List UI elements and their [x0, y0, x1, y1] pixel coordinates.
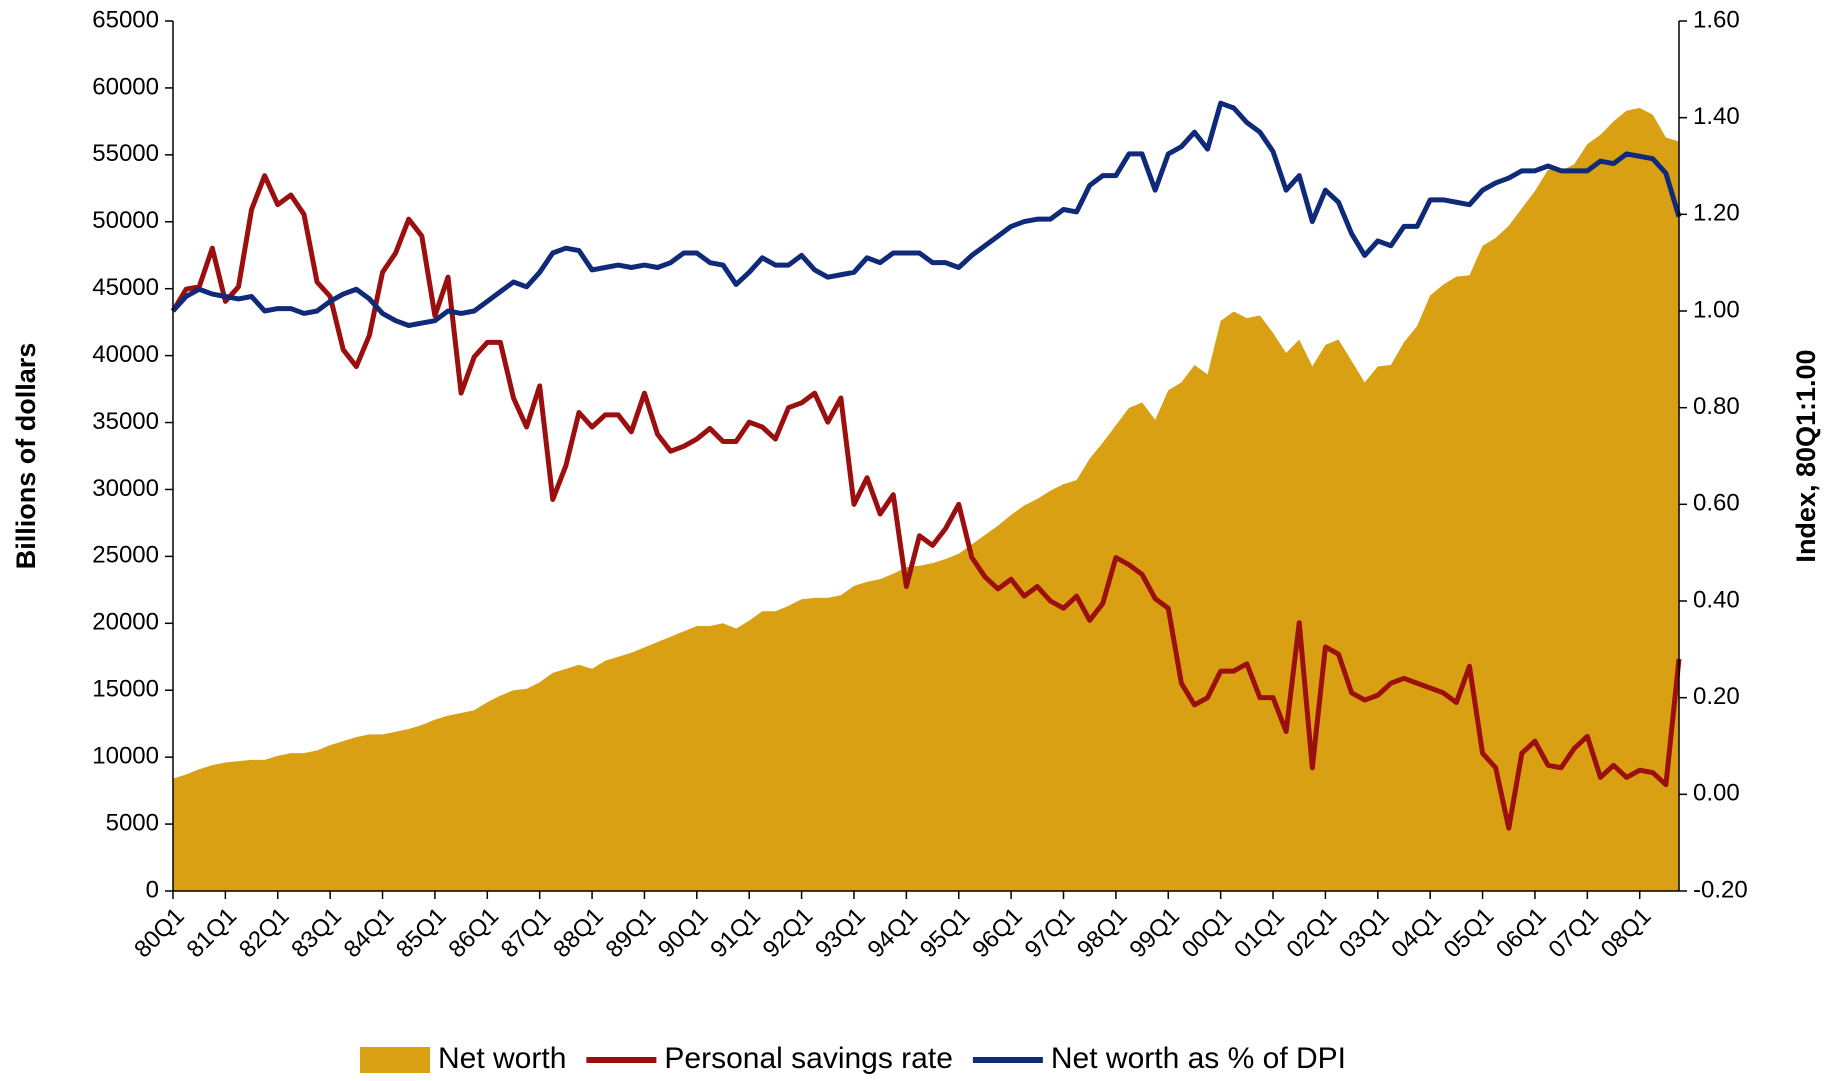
y2-axis-title: Index, 80Q1:1.00 [1791, 349, 1821, 562]
x-tick-label: 89Q1 [601, 903, 662, 964]
y-tick-label: 45000 [92, 274, 159, 301]
y-tick-label: 35000 [92, 408, 159, 435]
x-tick-label: 00Q1 [1177, 903, 1238, 964]
x-tick-label: 83Q1 [286, 903, 347, 964]
plot-area [170, 100, 1682, 891]
y2-tick-label: 0.60 [1693, 490, 1740, 517]
x-tick-label: 02Q1 [1282, 903, 1343, 964]
line [171, 100, 1682, 328]
y-tick-label: 25000 [92, 542, 159, 569]
area [173, 108, 1679, 891]
x-tick-label: 07Q1 [1543, 903, 1604, 964]
x-tick-label: 81Q1 [181, 903, 242, 964]
x-tick-label: 87Q1 [496, 903, 557, 964]
y2-tick-label: 1.60 [1693, 6, 1740, 33]
legend-swatch [360, 1047, 430, 1073]
x-tick-label: 06Q1 [1491, 903, 1552, 964]
y2-tick-label: -0.20 [1693, 876, 1748, 903]
y-tick-label: 30000 [92, 475, 159, 502]
y2-tick-label: 1.00 [1693, 296, 1740, 323]
y-tick-label: 60000 [92, 73, 159, 100]
y-tick-label: 65000 [92, 6, 159, 33]
x-tick-label: 08Q1 [1596, 903, 1657, 964]
x-tick-label: 85Q1 [391, 903, 452, 964]
legend: Net worth Personal savings rate Net worth … [360, 1042, 1346, 1075]
x-tick-label: 05Q1 [1439, 903, 1500, 964]
y-tick-label: 10000 [92, 742, 159, 769]
x-tick-label: 86Q1 [443, 903, 504, 964]
y2-tick-label: 1.20 [1693, 200, 1740, 227]
x-tick-label: 80Q1 [129, 903, 190, 964]
legend-label: Net worth [438, 1042, 566, 1075]
y-tick-label: 50000 [92, 207, 159, 234]
line [170, 173, 1682, 831]
x-tick-label: 84Q1 [339, 903, 400, 964]
x-tick-label: 88Q1 [548, 903, 609, 964]
y-tick-label: 0 [146, 876, 159, 903]
y-tick-label: 20000 [92, 609, 159, 636]
x-tick-label: 92Q1 [758, 903, 819, 964]
x-tick-label: 98Q1 [1072, 903, 1133, 964]
y2-tick-label: 0.80 [1693, 393, 1740, 420]
y-tick-label: 5000 [106, 809, 159, 836]
legend-label: Net worth as % of DPI [1051, 1042, 1346, 1075]
y-tick-label: 40000 [92, 341, 159, 368]
x-tick-label: 93Q1 [810, 903, 871, 964]
x-tick-label: 04Q1 [1386, 903, 1447, 964]
x-tick-label: 03Q1 [1334, 903, 1395, 964]
y2-tick-label: 0.20 [1693, 683, 1740, 710]
y2-tick-label: 1.40 [1693, 103, 1740, 130]
x-tick-label: 91Q1 [705, 903, 766, 964]
x-tick-label: 95Q1 [915, 903, 976, 964]
y-axis-title: Billions of dollars [11, 343, 41, 570]
y2-tick-label: 0.00 [1693, 780, 1740, 807]
y2-tick-label: 0.40 [1693, 586, 1740, 613]
x-tick-label: 94Q1 [862, 903, 923, 964]
x-tick-label: 96Q1 [967, 903, 1028, 964]
x-tick-label: 90Q1 [653, 903, 714, 964]
x-tick-label: 01Q1 [1229, 903, 1290, 964]
legend-label: Personal savings rate [664, 1042, 953, 1075]
x-tick-label: 82Q1 [234, 903, 295, 964]
x-tick-label: 99Q1 [1124, 903, 1185, 964]
y-tick-label: 15000 [92, 676, 159, 703]
y-tick-label: 55000 [92, 140, 159, 167]
x-tick-label: 97Q1 [1020, 903, 1081, 964]
